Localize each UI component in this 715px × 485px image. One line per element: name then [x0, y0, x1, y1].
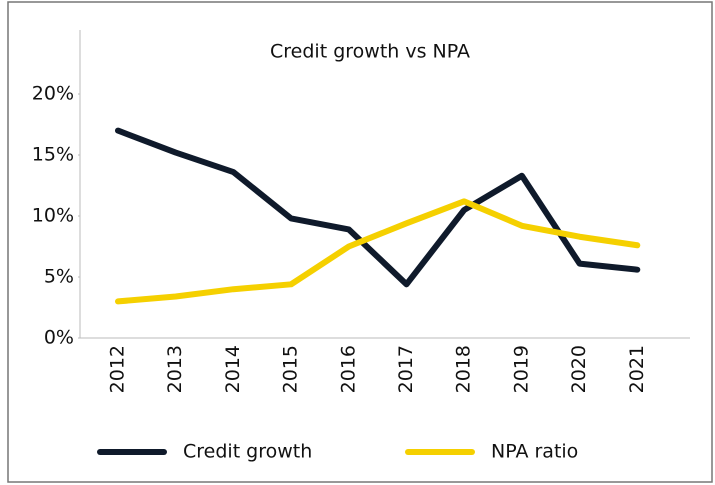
x-tick-label: 2020	[568, 345, 590, 393]
x-tick-label: 2018	[453, 345, 475, 393]
y-tick-label: 0%	[44, 327, 74, 349]
x-tick-label: 2021	[626, 345, 648, 393]
x-tick-label: 2013	[164, 345, 186, 393]
x-tick-label: 2012	[107, 345, 129, 393]
x-tick-label: 2017	[395, 345, 417, 393]
y-tick-label: 15%	[32, 144, 74, 166]
x-tick-label: 2019	[510, 345, 532, 393]
y-tick-label: 10%	[32, 205, 74, 227]
chart-title: Credit growth vs NPA	[270, 41, 470, 63]
x-tick-label: 2014	[222, 345, 244, 393]
x-tick-label: 2015	[280, 345, 302, 393]
legend-label: NPA ratio	[491, 441, 578, 463]
legend-label: Credit growth	[183, 441, 312, 463]
series-line	[115, 127, 641, 288]
y-tick-label: 20%	[32, 83, 74, 105]
x-tick-label: 2016	[337, 345, 359, 393]
series-line	[115, 198, 641, 305]
y-tick-label: 5%	[44, 266, 74, 288]
